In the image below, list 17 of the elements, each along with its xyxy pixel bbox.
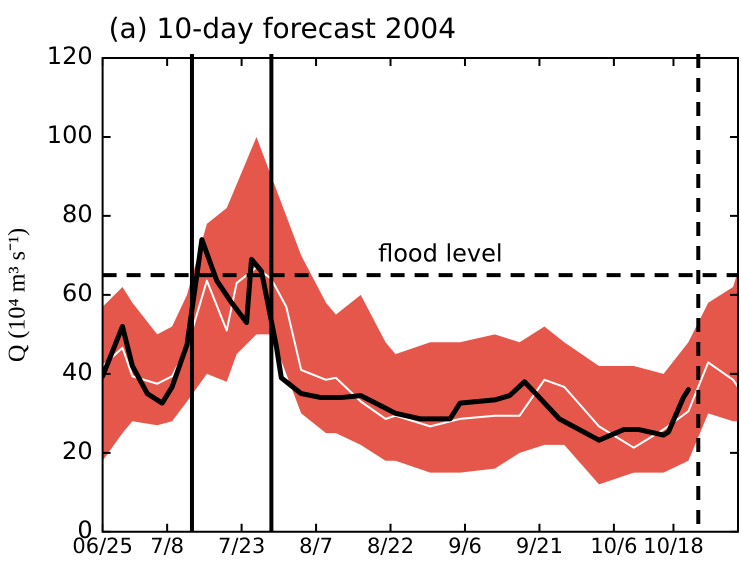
x-tick-label: 9/21 — [516, 534, 564, 558]
ref-line-label: flood level — [378, 239, 503, 268]
x-tick-label: 10/18 — [643, 534, 704, 558]
y-tick-label: 20 — [62, 437, 93, 466]
y-axis-title: Q (10⁴ m³ s⁻¹) — [4, 228, 31, 362]
y-tick-label: 100 — [46, 121, 93, 150]
x-tick-label: 8/22 — [366, 534, 414, 558]
y-tick-label: 60 — [62, 279, 93, 308]
y-tick-label: 40 — [62, 358, 93, 386]
x-tick-label: 10/6 — [590, 534, 638, 558]
x-tick-label: 9/6 — [448, 534, 482, 558]
x-tick-label: 8/7 — [299, 534, 333, 558]
x-tick-label: 7/23 — [218, 534, 266, 558]
y-tick-label: 80 — [62, 200, 93, 228]
chart-title: (a) 10-day forecast 2004 — [108, 12, 456, 45]
y-tick-label: 120 — [46, 42, 93, 70]
x-tick-label: 7/8 — [150, 534, 184, 558]
